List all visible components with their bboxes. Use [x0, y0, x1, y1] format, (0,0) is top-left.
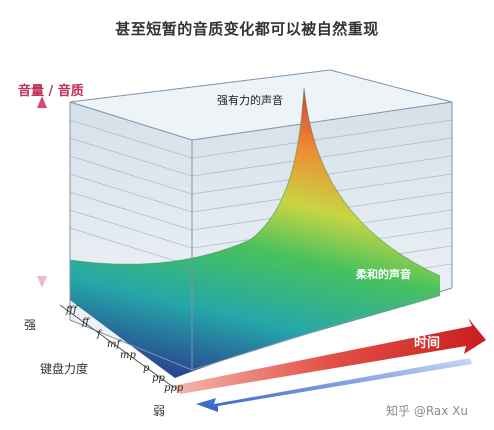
dynamic-mp: mp — [120, 350, 136, 361]
soft-label: 柔和的声音 — [356, 268, 411, 281]
dynamic-p: p — [143, 363, 150, 374]
dynamic-pp: pp — [152, 373, 165, 384]
y-axis-label: 音量 / 音质 — [18, 84, 84, 99]
dynamic-f: f — [97, 329, 101, 340]
dynamic-ppp: ppp — [164, 383, 184, 394]
weak-arrow — [196, 358, 472, 412]
watermark: 知乎 @Rax Xu — [386, 404, 468, 418]
dynamic-mf: mf — [107, 339, 121, 350]
keyboard-force-label: 键盘力度 — [40, 362, 89, 376]
strong-label: 强 — [24, 318, 37, 332]
page-title: 甚至短暂的音质变化都可以被自然重现 — [115, 20, 379, 38]
volume-arrow-up — [37, 96, 47, 108]
time-label: 时间 — [414, 336, 441, 351]
dynamic-fff: fff — [66, 305, 77, 316]
weak-label: 弱 — [153, 404, 166, 418]
volume-surface — [70, 88, 440, 378]
keyboard-force-axis — [59, 304, 181, 393]
dynamic-ff: ff — [82, 317, 90, 328]
time-arrow — [172, 318, 486, 394]
box-edges — [69, 69, 453, 371]
surface-ridge — [69, 87, 441, 277]
volume-arrow-down — [37, 276, 47, 288]
box-top-face — [70, 70, 452, 140]
peak-label: 强有力的声音 — [217, 94, 283, 107]
